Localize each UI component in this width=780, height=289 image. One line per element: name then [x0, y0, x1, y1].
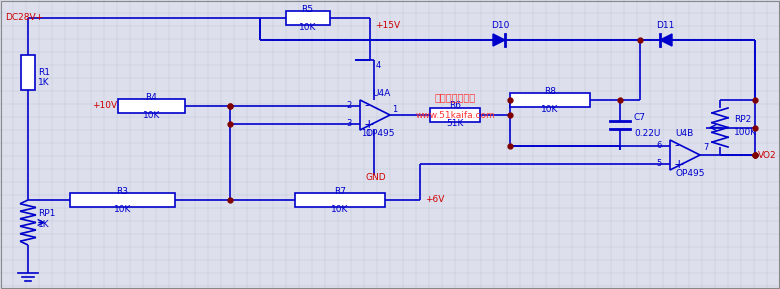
Text: D10: D10 — [491, 21, 509, 31]
Text: U4A: U4A — [372, 88, 390, 97]
Bar — [21, 55, 35, 90]
Text: R8: R8 — [544, 86, 556, 95]
Text: 5: 5 — [657, 160, 662, 168]
Text: www.51kaifa.com: www.51kaifa.com — [415, 110, 495, 119]
Text: OP495: OP495 — [675, 168, 704, 177]
Text: R3: R3 — [116, 186, 129, 195]
Bar — [285, 11, 329, 25]
Text: OP495: OP495 — [365, 129, 395, 138]
Text: -: - — [364, 99, 368, 112]
Bar — [510, 93, 590, 107]
Polygon shape — [493, 34, 505, 46]
Text: 0.22U: 0.22U — [634, 129, 661, 138]
Bar — [295, 193, 385, 207]
Bar — [70, 193, 175, 207]
Text: -: - — [674, 140, 679, 153]
Text: C7: C7 — [634, 112, 646, 121]
Polygon shape — [660, 34, 672, 46]
Text: +15V: +15V — [375, 21, 400, 29]
Text: 1K: 1K — [38, 220, 50, 229]
Text: RP2: RP2 — [734, 115, 751, 124]
Text: 11: 11 — [361, 129, 372, 138]
Text: R5: R5 — [302, 5, 314, 14]
Text: +: + — [674, 158, 685, 171]
Text: 先忧电子开发网: 先忧电子开发网 — [434, 92, 476, 102]
Bar — [430, 108, 480, 122]
Text: 2: 2 — [347, 101, 352, 110]
Text: 6: 6 — [657, 142, 662, 151]
Text: 4: 4 — [376, 60, 381, 69]
Text: R6: R6 — [449, 101, 461, 110]
Text: D11: D11 — [656, 21, 674, 31]
Text: RP1: RP1 — [38, 209, 55, 218]
Text: 7: 7 — [703, 144, 708, 153]
Text: 10K: 10K — [299, 23, 316, 32]
Text: 3: 3 — [346, 119, 352, 129]
Text: VO2: VO2 — [758, 151, 777, 160]
Bar — [118, 99, 185, 113]
Text: +6V: +6V — [425, 195, 445, 205]
Text: DC28V+: DC28V+ — [5, 14, 43, 23]
Text: 51K: 51K — [446, 119, 463, 129]
Text: R7: R7 — [334, 186, 346, 195]
Text: 10K: 10K — [143, 110, 160, 119]
Text: GND: GND — [366, 173, 387, 182]
Text: 1K: 1K — [38, 78, 50, 87]
Text: 10K: 10K — [114, 205, 131, 214]
Text: 10K: 10K — [332, 205, 349, 214]
Text: +10V: +10V — [92, 101, 117, 110]
Text: U4B: U4B — [675, 129, 693, 138]
Text: R1: R1 — [38, 68, 50, 77]
Text: 10K: 10K — [541, 105, 558, 114]
Text: +: + — [364, 118, 374, 131]
Text: R4: R4 — [146, 92, 158, 101]
Text: 1: 1 — [392, 105, 397, 114]
Text: 100K: 100K — [734, 128, 757, 137]
